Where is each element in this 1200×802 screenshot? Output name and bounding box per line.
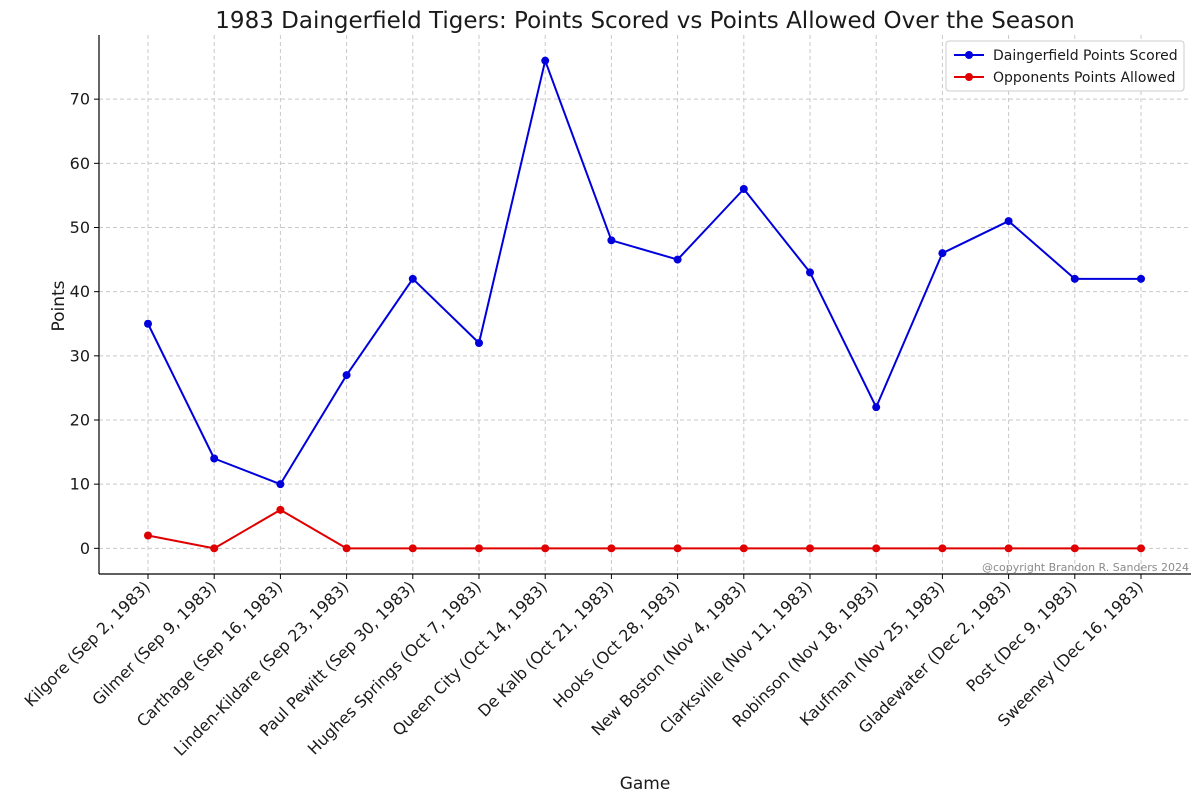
scored-point <box>1137 274 1145 283</box>
scored-point <box>607 236 616 245</box>
x-tick-label: Hooks (Oct 28, 1983) <box>549 577 683 711</box>
y-tick-label: 0 <box>80 539 90 558</box>
scored-point <box>673 255 682 264</box>
allowed-point <box>1137 544 1145 553</box>
scored-point <box>1004 217 1013 226</box>
allowed-point <box>1070 544 1079 553</box>
legend-label-scored: Daingerfield Points Scored <box>993 48 1178 64</box>
scored-point <box>1070 274 1079 283</box>
series-line-allowed <box>147 508 1141 550</box>
axes <box>98 35 1191 575</box>
y-tick-label: 20 <box>70 411 90 430</box>
x-tick-label: Post (Dec 9, 1983) <box>962 577 1080 695</box>
allowed-point <box>938 544 947 553</box>
scored-point <box>806 268 814 277</box>
scored-point <box>739 185 748 193</box>
allowed-point <box>408 544 417 553</box>
scored-point <box>408 274 417 283</box>
x-axis-title: Game <box>620 774 671 794</box>
scored-point <box>144 319 152 328</box>
allowed-point <box>144 531 152 540</box>
scored-point <box>938 249 947 258</box>
allowed-point <box>872 544 881 553</box>
allowed-point <box>673 544 682 553</box>
scored-point <box>210 454 219 463</box>
scored-point <box>342 371 351 380</box>
y-axis-title: Points <box>49 280 69 331</box>
allowed-point <box>739 544 748 553</box>
legend: Daingerfield Points Scored Opponents Poi… <box>945 40 1185 92</box>
y-tick-label: 60 <box>70 154 90 173</box>
allowed-point <box>475 544 483 553</box>
y-tick-label: 10 <box>70 475 90 494</box>
scored-point <box>541 56 550 65</box>
scored-point <box>475 339 483 347</box>
grid <box>99 35 1191 574</box>
allowed-point <box>210 544 219 553</box>
ticks: 0 10 20 30 40 50 60 70 Kilgore (Sep 2, 1983)Gilm… <box>21 90 1147 760</box>
allowed-point <box>1004 544 1013 553</box>
allowed-point <box>342 544 351 553</box>
series-line-scored <box>147 59 1141 486</box>
y-tick-label: 70 <box>70 90 90 109</box>
series <box>144 56 1145 553</box>
x-tick-label: Gilmer (Sep 9, 1983) <box>88 577 220 709</box>
x-tick-label: De Kalb (Oct 21, 1983) <box>474 577 617 720</box>
legend-box <box>945 40 1185 92</box>
x-tick-label: Kilgore (Sep 2, 1983) <box>21 577 154 710</box>
allowed-point <box>276 505 285 514</box>
legend-marker-scored <box>965 51 973 59</box>
y-tick-label: 50 <box>70 218 90 237</box>
allowed-point <box>806 544 814 553</box>
allowed-point <box>541 544 550 553</box>
legend-marker-allowed <box>965 73 973 81</box>
y-tick-label: 30 <box>70 346 90 365</box>
y-tick-label: 40 <box>70 282 90 301</box>
scored-point <box>276 480 285 489</box>
chart-title: 1983 Daingerfield Tigers: Points Scored … <box>215 8 1074 34</box>
scored-point <box>872 403 881 412</box>
allowed-point <box>607 544 616 553</box>
legend-label-allowed: Opponents Points Allowed <box>993 70 1175 86</box>
copyright-notice: @copyright Brandon R. Sanders 2024 <box>982 561 1189 574</box>
